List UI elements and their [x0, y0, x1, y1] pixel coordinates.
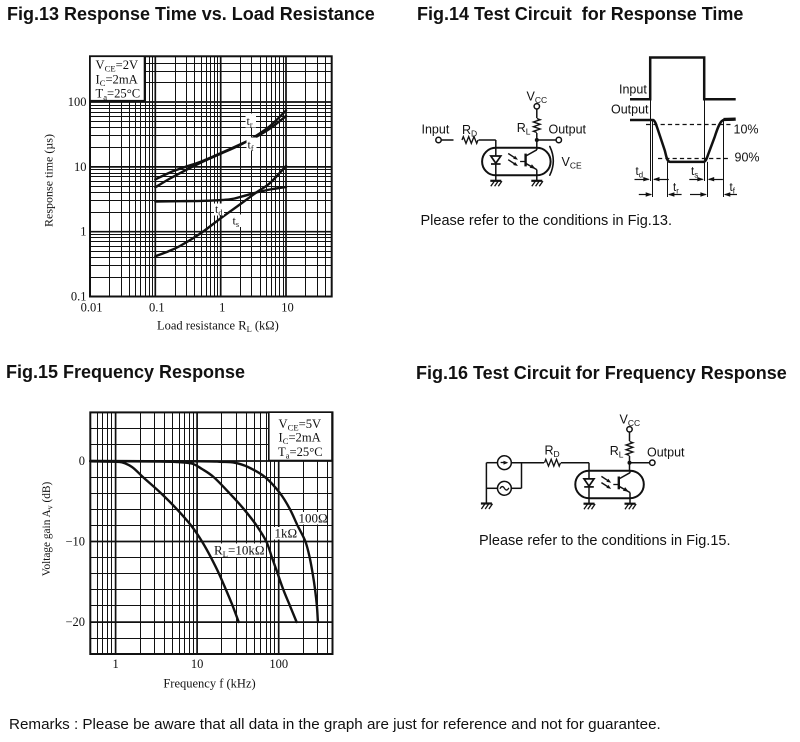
svg-text:10: 10 [281, 301, 294, 315]
svg-text:Please refer to the conditions: Please refer to the conditions in Fig.15… [479, 533, 730, 549]
svg-text:1kΩ: 1kΩ [275, 526, 298, 541]
svg-text:Output: Output [611, 102, 649, 116]
svg-text:IC​=2mA: IC​=2mA [279, 431, 321, 447]
svg-text:0.1: 0.1 [149, 301, 165, 315]
svg-text:−10: −10 [65, 535, 85, 549]
svg-text:1: 1 [112, 657, 118, 671]
svg-text:10: 10 [74, 160, 87, 174]
svg-text:Output: Output [647, 446, 685, 460]
svg-text:Please refer to the conditions: Please refer to the conditions in Fig.13… [421, 213, 672, 229]
svg-text:RL​=10kΩ: RL​=10kΩ [214, 543, 265, 560]
svg-text:Response time (µs): Response time (µs) [42, 134, 56, 227]
svg-text:0.1: 0.1 [71, 290, 87, 304]
svg-text:Fig.14 Test Circuit for Respo: Fig.14 Test Circuit for Response Time [417, 4, 743, 24]
svg-text:RD​: RD​ [462, 123, 477, 139]
svg-text:100: 100 [68, 95, 87, 109]
svg-text:1: 1 [219, 301, 225, 315]
svg-text:Ta​=25°C: Ta​=25°C [96, 87, 141, 103]
svg-text:Input: Input [619, 83, 647, 97]
svg-text:Frequency f (kHz): Frequency f (kHz) [163, 677, 255, 691]
svg-text:tr​: tr​ [247, 114, 253, 130]
svg-text:RL​: RL​ [517, 121, 531, 137]
svg-text:Voltage gain Av​ (dB): Voltage gain Av​ (dB) [41, 482, 55, 577]
svg-text:1: 1 [80, 225, 86, 239]
svg-text:Fig.13 Response Time vs. Load: Fig.13 Response Time vs. Load Resistance [7, 4, 375, 24]
svg-text:tf​: tf​ [730, 182, 736, 196]
svg-text:10%: 10% [734, 122, 759, 136]
svg-text:Input: Input [422, 123, 450, 137]
svg-text:IC​=2mA: IC​=2mA [96, 73, 138, 89]
svg-text:VCE​: VCE​ [562, 155, 582, 171]
svg-text:Load resistance RL​ (kΩ): Load resistance RL​ (kΩ) [157, 319, 279, 335]
svg-text:tf​: tf​ [248, 138, 254, 154]
svg-text:100: 100 [269, 657, 288, 671]
svg-text:Remarks : Please be aware that: Remarks : Please be aware that all data … [9, 716, 661, 733]
svg-text:RL​: RL​ [610, 444, 624, 460]
svg-text:Ta​=25°C: Ta​=25°C [278, 445, 323, 461]
svg-text:td​: td​ [215, 202, 222, 218]
svg-text:Output: Output [549, 123, 587, 137]
svg-text:100Ω: 100Ω [299, 511, 328, 526]
svg-text:tr​: tr​ [673, 182, 679, 196]
svg-text:10: 10 [191, 657, 204, 671]
svg-text:VCC​: VCC​ [527, 90, 548, 106]
svg-text:VCE​=2V: VCE​=2V [96, 58, 139, 74]
svg-text:Fig.15 Frequency Response: Fig.15 Frequency Response [6, 362, 245, 382]
svg-text:0.01: 0.01 [81, 301, 103, 315]
svg-text:VCC​: VCC​ [620, 413, 641, 429]
svg-text:−20: −20 [65, 615, 85, 629]
svg-text:ts​: ts​ [233, 214, 240, 230]
svg-text:90%: 90% [735, 151, 760, 165]
svg-text:td​: td​ [636, 166, 644, 180]
svg-text:ts​: ts​ [691, 166, 698, 180]
svg-text:RD​: RD​ [545, 444, 560, 460]
svg-text:VCE​=5V: VCE​=5V [279, 417, 322, 433]
svg-text:Fig.16 Test Circuit for Freque: Fig.16 Test Circuit for Frequency Respon… [416, 363, 787, 383]
svg-text:0: 0 [79, 454, 85, 468]
